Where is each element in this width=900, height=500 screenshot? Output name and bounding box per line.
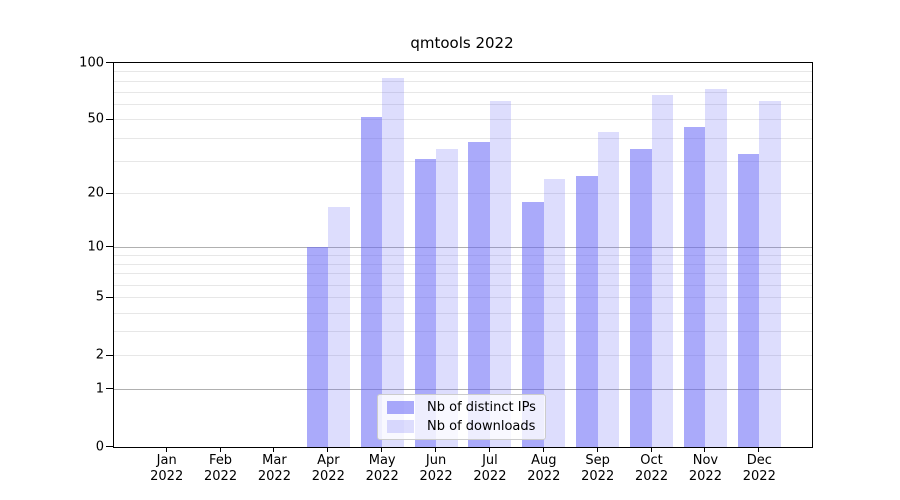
chart-title: qmtools 2022	[410, 34, 514, 52]
bar-downloads	[651, 94, 674, 447]
y-tick-mark	[106, 296, 113, 298]
y-minor-gridline	[114, 193, 812, 195]
y-tick-mark	[106, 354, 113, 356]
bar-downloads	[597, 132, 620, 447]
legend-item-downloads: Nb of downloads	[387, 419, 536, 434]
x-tick-label: Jul 2022	[473, 453, 507, 484]
y-tick-label: 10	[87, 239, 104, 255]
y-tick-label: 1	[95, 381, 104, 397]
legend-item-distinct-ips: Nb of distinct IPs	[387, 400, 536, 415]
y-tick-mark	[106, 446, 113, 447]
y-minor-gridline	[114, 297, 812, 299]
y-tick-mark	[106, 62, 113, 63]
x-tick-mark	[219, 447, 221, 452]
x-tick-mark	[381, 447, 383, 452]
y-tick-label: 5	[95, 289, 104, 305]
x-tick-mark	[273, 447, 275, 452]
bar-distinct-ips	[468, 142, 490, 447]
y-tick-mark	[106, 118, 113, 120]
bar-downloads	[328, 206, 350, 447]
legend-swatch-downloads-icon	[387, 420, 414, 433]
x-tick-label: Oct 2022	[635, 453, 669, 484]
legend-label-distinct-ips: Nb of distinct IPs	[427, 400, 536, 415]
x-tick-label: Mar 2022	[257, 453, 291, 484]
bar-distinct-ips	[306, 247, 329, 447]
bar-distinct-ips	[576, 175, 598, 447]
x-tick-label: Apr 2022	[311, 453, 345, 484]
y-minor-gridline	[114, 312, 812, 314]
y-minor-gridline	[114, 71, 812, 73]
y-minor-gridline	[114, 284, 812, 286]
x-tick-label: Feb 2022	[204, 453, 238, 484]
y-minor-gridline	[114, 137, 812, 139]
y-minor-gridline	[114, 119, 812, 121]
bar-distinct-ips	[522, 202, 544, 447]
y-tick-label: 0	[95, 439, 104, 454]
x-tick-mark	[704, 447, 706, 452]
y-major-gridline	[114, 388, 812, 390]
bar-distinct-ips	[414, 158, 437, 447]
x-tick-mark	[165, 447, 167, 452]
bar-distinct-ips	[737, 153, 760, 447]
x-tick-mark	[542, 447, 544, 452]
x-tick-label: Nov 2022	[688, 453, 722, 484]
y-minor-gridline	[114, 160, 812, 162]
legend-swatch-distinct-ips-icon	[387, 401, 414, 414]
y-major-gridline	[114, 246, 812, 248]
bar-distinct-ips	[360, 116, 383, 447]
x-tick-label: Jun 2022	[419, 453, 453, 484]
x-tick-label: Sep 2022	[581, 453, 615, 484]
y-tick-label: 20	[87, 185, 104, 201]
bar-downloads	[759, 100, 781, 447]
y-minor-gridline	[114, 331, 812, 333]
y-tick-mark	[106, 192, 113, 194]
x-tick-mark	[596, 447, 598, 452]
y-tick-label: 2	[95, 347, 104, 363]
bar-distinct-ips	[683, 126, 706, 447]
x-tick-label: May 2022	[365, 453, 399, 484]
x-tick-mark	[327, 447, 329, 452]
legend: Nb of distinct IPs Nb of downloads	[377, 394, 546, 440]
plot-area: Nb of distinct IPs Nb of downloads	[113, 62, 813, 448]
bar-downloads	[543, 179, 566, 447]
x-tick-mark	[488, 447, 490, 452]
x-tick-label: Aug 2022	[527, 453, 561, 484]
x-tick-label: Jan 2022	[150, 453, 184, 484]
y-minor-gridline	[114, 104, 812, 106]
bar-downloads	[705, 88, 727, 447]
y-minor-gridline	[114, 263, 812, 265]
y-minor-gridline	[114, 273, 812, 275]
x-tick-mark	[758, 447, 760, 452]
x-tick-mark	[650, 447, 652, 452]
bar-downloads	[436, 148, 458, 447]
x-tick-mark	[435, 447, 437, 452]
legend-label-downloads: Nb of downloads	[427, 419, 536, 434]
y-minor-gridline	[114, 80, 812, 82]
y-minor-gridline	[114, 254, 812, 256]
y-tick-label: 50	[87, 111, 104, 127]
y-tick-mark	[106, 388, 113, 390]
y-minor-gridline	[114, 355, 812, 357]
bar-downloads	[382, 78, 404, 447]
bar-distinct-ips	[630, 148, 652, 447]
y-tick-label: 100	[79, 55, 104, 70]
bar-downloads	[489, 100, 512, 447]
y-minor-gridline	[114, 91, 812, 93]
y-tick-mark	[106, 246, 113, 248]
x-tick-label: Dec 2022	[742, 453, 776, 484]
